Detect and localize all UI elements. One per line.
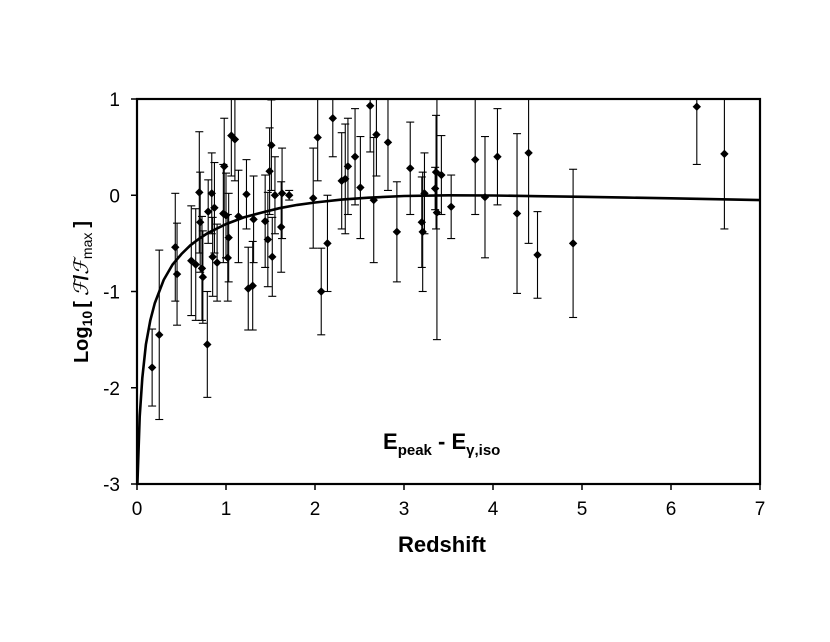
error-bars bbox=[148, 99, 729, 421]
y-axis-title: Log10[ℱ/ℱmax] bbox=[69, 221, 95, 363]
x-tick-label: 0 bbox=[132, 499, 143, 520]
error-bar bbox=[524, 99, 533, 244]
x-tick-label: 4 bbox=[488, 499, 499, 520]
data-point bbox=[268, 252, 277, 262]
x-tick-label: 7 bbox=[755, 499, 766, 520]
data-point bbox=[313, 133, 322, 142]
x-tick-label: 1 bbox=[221, 499, 232, 520]
relation-annotation: Epeak - Eγ,iso bbox=[383, 429, 500, 459]
data-point bbox=[417, 218, 426, 227]
data-point bbox=[204, 207, 213, 216]
data-point bbox=[533, 250, 542, 260]
data-point bbox=[267, 141, 276, 150]
data-point bbox=[323, 239, 332, 248]
data-point bbox=[406, 164, 415, 173]
data-point bbox=[260, 217, 270, 226]
x-tick-label: 6 bbox=[666, 499, 677, 520]
data-point bbox=[317, 287, 326, 296]
data-point bbox=[191, 260, 200, 269]
data-point bbox=[341, 174, 350, 184]
data-point bbox=[309, 193, 318, 203]
model-curve bbox=[136, 193, 761, 485]
data-point bbox=[432, 208, 442, 217]
y-tick-label: -2 bbox=[103, 379, 120, 400]
data-point bbox=[383, 138, 393, 147]
data-point bbox=[249, 215, 258, 224]
data-point bbox=[372, 130, 381, 139]
data-point bbox=[524, 148, 533, 158]
x-tick-label: 2 bbox=[310, 499, 321, 520]
data-point bbox=[270, 191, 280, 200]
data-point bbox=[147, 363, 157, 372]
x-tick-label: 3 bbox=[399, 499, 410, 520]
data-point bbox=[212, 258, 222, 267]
data-point bbox=[328, 114, 337, 123]
data-point bbox=[568, 239, 578, 248]
data-point bbox=[437, 170, 446, 180]
data-point bbox=[208, 252, 217, 262]
data-point bbox=[230, 135, 240, 144]
y-tick-label: 0 bbox=[109, 186, 120, 207]
error-bar bbox=[720, 99, 729, 230]
data-point bbox=[430, 184, 440, 193]
data-point bbox=[203, 340, 212, 349]
data-point bbox=[277, 189, 287, 198]
y-axis-ticks: -3 -2 -1 0 1 bbox=[103, 90, 137, 496]
data-point bbox=[221, 211, 231, 220]
data-point bbox=[692, 102, 702, 111]
data-point bbox=[284, 191, 294, 200]
data-point bbox=[263, 235, 273, 244]
data-point bbox=[210, 203, 219, 212]
data-point bbox=[198, 272, 208, 282]
data-point bbox=[224, 233, 233, 242]
data-point bbox=[343, 162, 353, 171]
data-points bbox=[147, 101, 729, 372]
y-tick-label: -1 bbox=[103, 283, 120, 304]
data-point bbox=[171, 243, 180, 252]
data-point bbox=[350, 152, 360, 161]
plot-frame bbox=[135, 97, 762, 486]
data-point bbox=[276, 222, 286, 232]
error-bar bbox=[432, 99, 441, 341]
data-point bbox=[392, 227, 402, 237]
x-axis-title: Redshift bbox=[398, 532, 487, 557]
data-point bbox=[365, 101, 375, 110]
error-bar bbox=[328, 99, 337, 158]
data-point bbox=[195, 218, 205, 227]
data-point bbox=[471, 155, 480, 164]
data-point bbox=[512, 209, 522, 218]
x-axis-ticks: 0 1 2 3 4 5 6 7 bbox=[132, 484, 766, 520]
x-tick-label: 5 bbox=[577, 499, 588, 520]
data-point bbox=[248, 281, 257, 290]
data-point bbox=[172, 269, 182, 279]
data-point bbox=[265, 166, 274, 176]
data-point bbox=[356, 183, 365, 192]
data-point bbox=[197, 264, 207, 273]
data-point bbox=[242, 190, 251, 199]
data-point bbox=[720, 149, 729, 159]
data-point bbox=[446, 202, 456, 211]
data-point bbox=[493, 152, 502, 161]
data-point bbox=[195, 188, 204, 197]
y-tick-label: -3 bbox=[103, 475, 120, 496]
data-point bbox=[207, 189, 216, 198]
data-point bbox=[418, 227, 427, 237]
data-point bbox=[223, 253, 232, 263]
data-point bbox=[155, 330, 164, 340]
plot-area bbox=[135, 97, 762, 486]
data-point bbox=[220, 162, 229, 171]
y-tick-label: 1 bbox=[109, 90, 120, 111]
